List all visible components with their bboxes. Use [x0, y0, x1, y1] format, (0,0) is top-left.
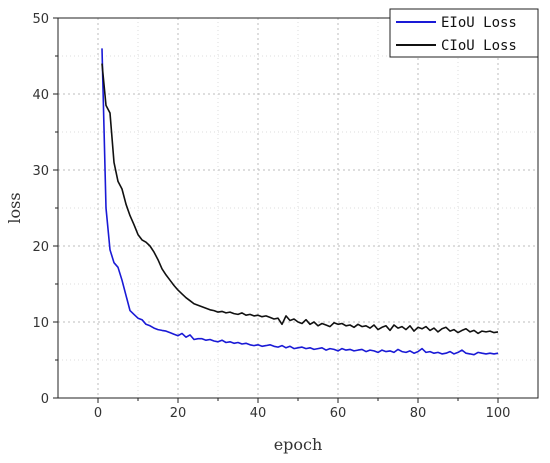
series-line-ciou-loss: [101, 63, 499, 335]
legend-label-ciou: CIoU Loss: [441, 38, 517, 54]
axis-ticks: [53, 17, 499, 403]
y-tick-label: 40: [32, 88, 49, 103]
tick-labels: 0 20 40 60 80 100 0 10 20 30 40 50: [32, 12, 510, 421]
series-line-eiou-loss: [101, 48, 499, 356]
gridlines: [58, 17, 538, 399]
x-tick-label: 40: [250, 406, 267, 421]
x-tick-label: 20: [170, 406, 187, 421]
x-tick-label: 80: [410, 406, 427, 421]
legend: EIoU Loss CIoU Loss: [389, 8, 539, 58]
y-tick-label: 20: [32, 240, 49, 255]
y-tick-label: 30: [32, 164, 49, 179]
legend-box: [389, 8, 539, 58]
x-tick-label: 0: [94, 406, 102, 421]
series-lines: [101, 48, 499, 356]
y-tick-label: 0: [41, 392, 49, 407]
y-tick-label: 50: [32, 12, 49, 27]
x-tick-label: 60: [330, 406, 347, 421]
y-tick-label: 10: [32, 316, 49, 331]
y-axis-label: loss: [5, 192, 24, 223]
legend-label-eiou: EIoU Loss: [441, 15, 517, 31]
x-axis-label: epoch: [274, 435, 323, 454]
x-tick-label: 100: [486, 406, 511, 421]
